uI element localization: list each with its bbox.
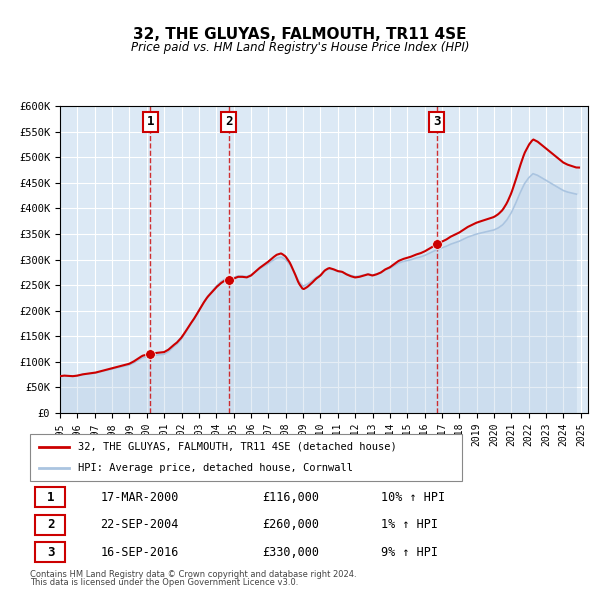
Text: £260,000: £260,000 (262, 518, 319, 531)
Text: This data is licensed under the Open Government Licence v3.0.: This data is licensed under the Open Gov… (30, 578, 298, 587)
Text: 32, THE GLUYAS, FALMOUTH, TR11 4SE (detached house): 32, THE GLUYAS, FALMOUTH, TR11 4SE (deta… (77, 442, 396, 452)
Text: 22-SEP-2004: 22-SEP-2004 (100, 518, 179, 531)
Text: 1: 1 (146, 116, 154, 129)
FancyBboxPatch shape (35, 514, 65, 535)
Text: 16-SEP-2016: 16-SEP-2016 (100, 546, 179, 559)
FancyBboxPatch shape (35, 487, 65, 507)
Text: 10% ↑ HPI: 10% ↑ HPI (381, 491, 445, 504)
Text: £330,000: £330,000 (262, 546, 319, 559)
FancyBboxPatch shape (30, 434, 462, 481)
Text: 17-MAR-2000: 17-MAR-2000 (100, 491, 179, 504)
Text: Price paid vs. HM Land Registry's House Price Index (HPI): Price paid vs. HM Land Registry's House … (131, 41, 469, 54)
Text: £116,000: £116,000 (262, 491, 319, 504)
Text: 2: 2 (225, 116, 233, 129)
Text: 2: 2 (47, 518, 54, 531)
Text: HPI: Average price, detached house, Cornwall: HPI: Average price, detached house, Corn… (77, 463, 353, 473)
Text: Contains HM Land Registry data © Crown copyright and database right 2024.: Contains HM Land Registry data © Crown c… (30, 571, 356, 579)
Text: 1: 1 (47, 491, 54, 504)
Text: 32, THE GLUYAS, FALMOUTH, TR11 4SE: 32, THE GLUYAS, FALMOUTH, TR11 4SE (133, 27, 467, 41)
Text: 1% ↑ HPI: 1% ↑ HPI (381, 518, 438, 531)
FancyBboxPatch shape (35, 542, 65, 562)
Text: 9% ↑ HPI: 9% ↑ HPI (381, 546, 438, 559)
Text: 3: 3 (433, 116, 440, 129)
Text: 3: 3 (47, 546, 54, 559)
